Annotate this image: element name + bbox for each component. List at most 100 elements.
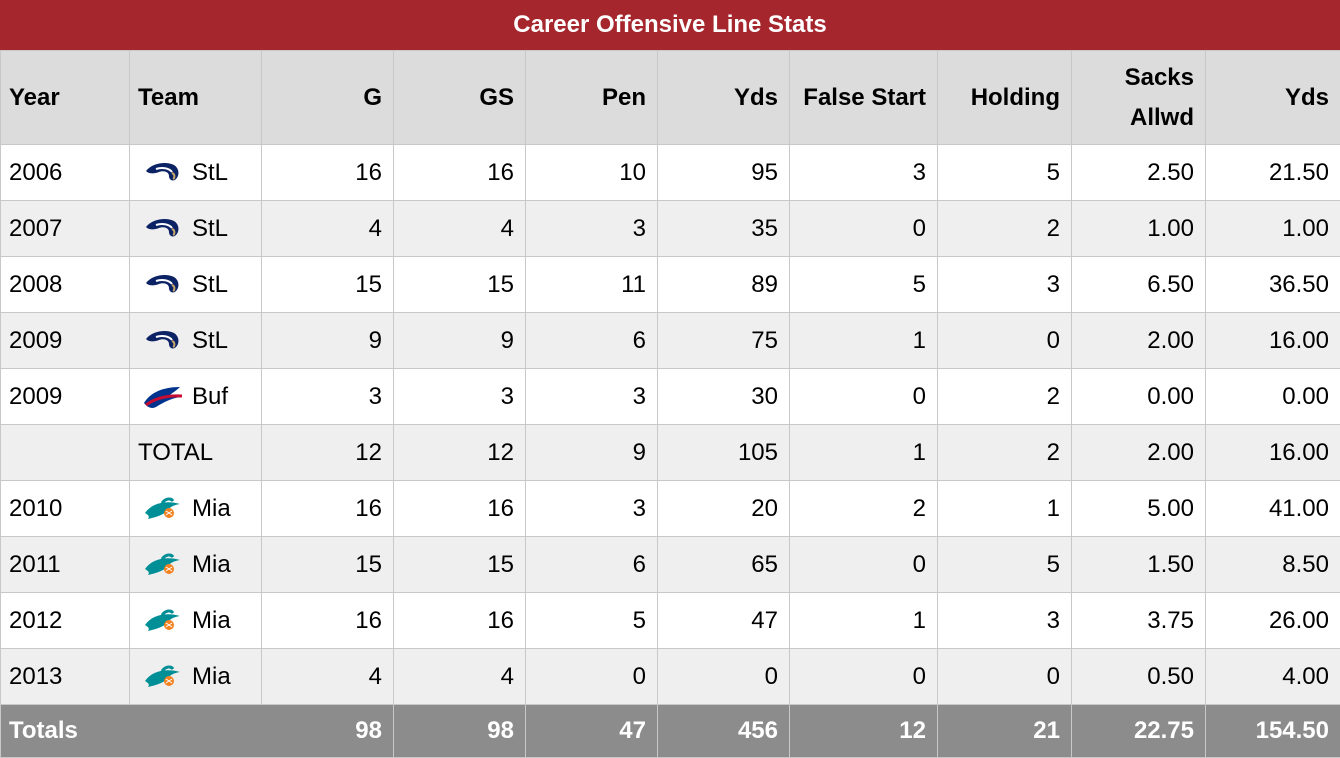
team-name[interactable]: Buf [192,383,228,411]
dolphins-logo-icon[interactable] [142,551,184,579]
cell-yds: 75 [658,313,790,369]
cell-sacks: 1.00 [1072,201,1206,257]
col-header-pen[interactable]: Pen [526,51,658,145]
cell-pen: 3 [526,369,658,425]
sacks-header-line2: Allwd [1130,104,1194,131]
cell-pen: 3 [526,481,658,537]
col-header-year[interactable]: Year [1,51,130,145]
cell-false-start: 2 [790,481,938,537]
cell-yds: 20 [658,481,790,537]
rams-logo-icon[interactable] [142,327,184,355]
col-header-g[interactable]: G [262,51,394,145]
cell-false-start: 0 [790,537,938,593]
header-row: Year Team G GS Pen Yds False Start Holdi… [1,51,1340,145]
cell-yds: 105 [658,425,790,481]
cell-team: StL [130,145,262,201]
cell-g: 12 [262,425,394,481]
team-name[interactable]: Mia [192,551,231,579]
bills-logo-icon[interactable] [142,383,184,411]
cell-year: 2010 [1,481,130,537]
col-header-yds[interactable]: Yds [658,51,790,145]
cell-sacks: 0.50 [1072,649,1206,705]
team-name[interactable]: StL [192,271,228,299]
cell-team: StL [130,201,262,257]
cell-gs: 12 [394,425,526,481]
team-name[interactable]: Mia [192,663,231,691]
col-header-gs[interactable]: GS [394,51,526,145]
cell-sack-yds: 36.50 [1206,257,1340,313]
cell-year: 2006 [1,145,130,201]
col-header-false-start[interactable]: False Start [790,51,938,145]
cell-pen: 6 [526,537,658,593]
col-header-team[interactable]: Team [130,51,262,145]
cell-team: Buf [130,369,262,425]
cell-gs: 15 [394,257,526,313]
totals-sack-yds: 154.50 [1206,705,1340,758]
cell-year: 2007 [1,201,130,257]
cell-sack-yds: 16.00 [1206,425,1340,481]
cell-year: 2009 [1,313,130,369]
cell-team: StL [130,257,262,313]
team-name[interactable]: StL [192,215,228,243]
cell-year: 2008 [1,257,130,313]
cell-gs: 16 [394,481,526,537]
cell-sacks: 5.00 [1072,481,1206,537]
col-header-sack-yds[interactable]: Yds [1206,51,1340,145]
totals-gs: 98 [394,705,526,758]
cell-false-start: 1 [790,593,938,649]
cell-gs: 16 [394,145,526,201]
cell-team: Mia [130,593,262,649]
cell-team: Mia [130,537,262,593]
team-name[interactable]: StL [192,327,228,355]
dolphins-logo-icon[interactable] [142,607,184,635]
totals-g: 98 [262,705,394,758]
dolphins-logo-icon[interactable] [142,495,184,523]
cell-g: 16 [262,145,394,201]
cell-pen: 11 [526,257,658,313]
team-name[interactable]: Mia [192,607,231,635]
cell-yds: 65 [658,537,790,593]
cell-sack-yds: 26.00 [1206,593,1340,649]
cell-year: 2009 [1,369,130,425]
team-name[interactable]: Mia [192,495,231,523]
cell-gs: 3 [394,369,526,425]
cell-false-start: 0 [790,201,938,257]
cell-g: 15 [262,257,394,313]
totals-holding: 21 [938,705,1072,758]
totals-label: Totals [1,705,262,758]
table-title: Career Offensive Line Stats [0,0,1340,50]
cell-team: Mia [130,649,262,705]
cell-sack-yds: 1.00 [1206,201,1340,257]
cell-holding: 2 [938,425,1072,481]
cell-holding: 3 [938,593,1072,649]
cell-pen: 0 [526,649,658,705]
rams-logo-icon[interactable] [142,215,184,243]
cell-false-start: 1 [790,425,938,481]
team-name[interactable]: StL [192,159,228,187]
totals-pen: 47 [526,705,658,758]
cell-holding: 0 [938,649,1072,705]
rams-logo-icon[interactable] [142,271,184,299]
cell-year [1,425,130,481]
cell-holding: 2 [938,369,1072,425]
totals-sacks: 22.75 [1072,705,1206,758]
cell-team: Mia [130,481,262,537]
stats-table: Year Team G GS Pen Yds False Start Holdi… [0,50,1340,758]
dolphins-logo-icon[interactable] [142,663,184,691]
cell-false-start: 1 [790,313,938,369]
cell-false-start: 3 [790,145,938,201]
cell-g: 16 [262,481,394,537]
totals-false-start: 12 [790,705,938,758]
cell-sacks: 1.50 [1072,537,1206,593]
col-header-holding[interactable]: Holding [938,51,1072,145]
rams-logo-icon[interactable] [142,159,184,187]
